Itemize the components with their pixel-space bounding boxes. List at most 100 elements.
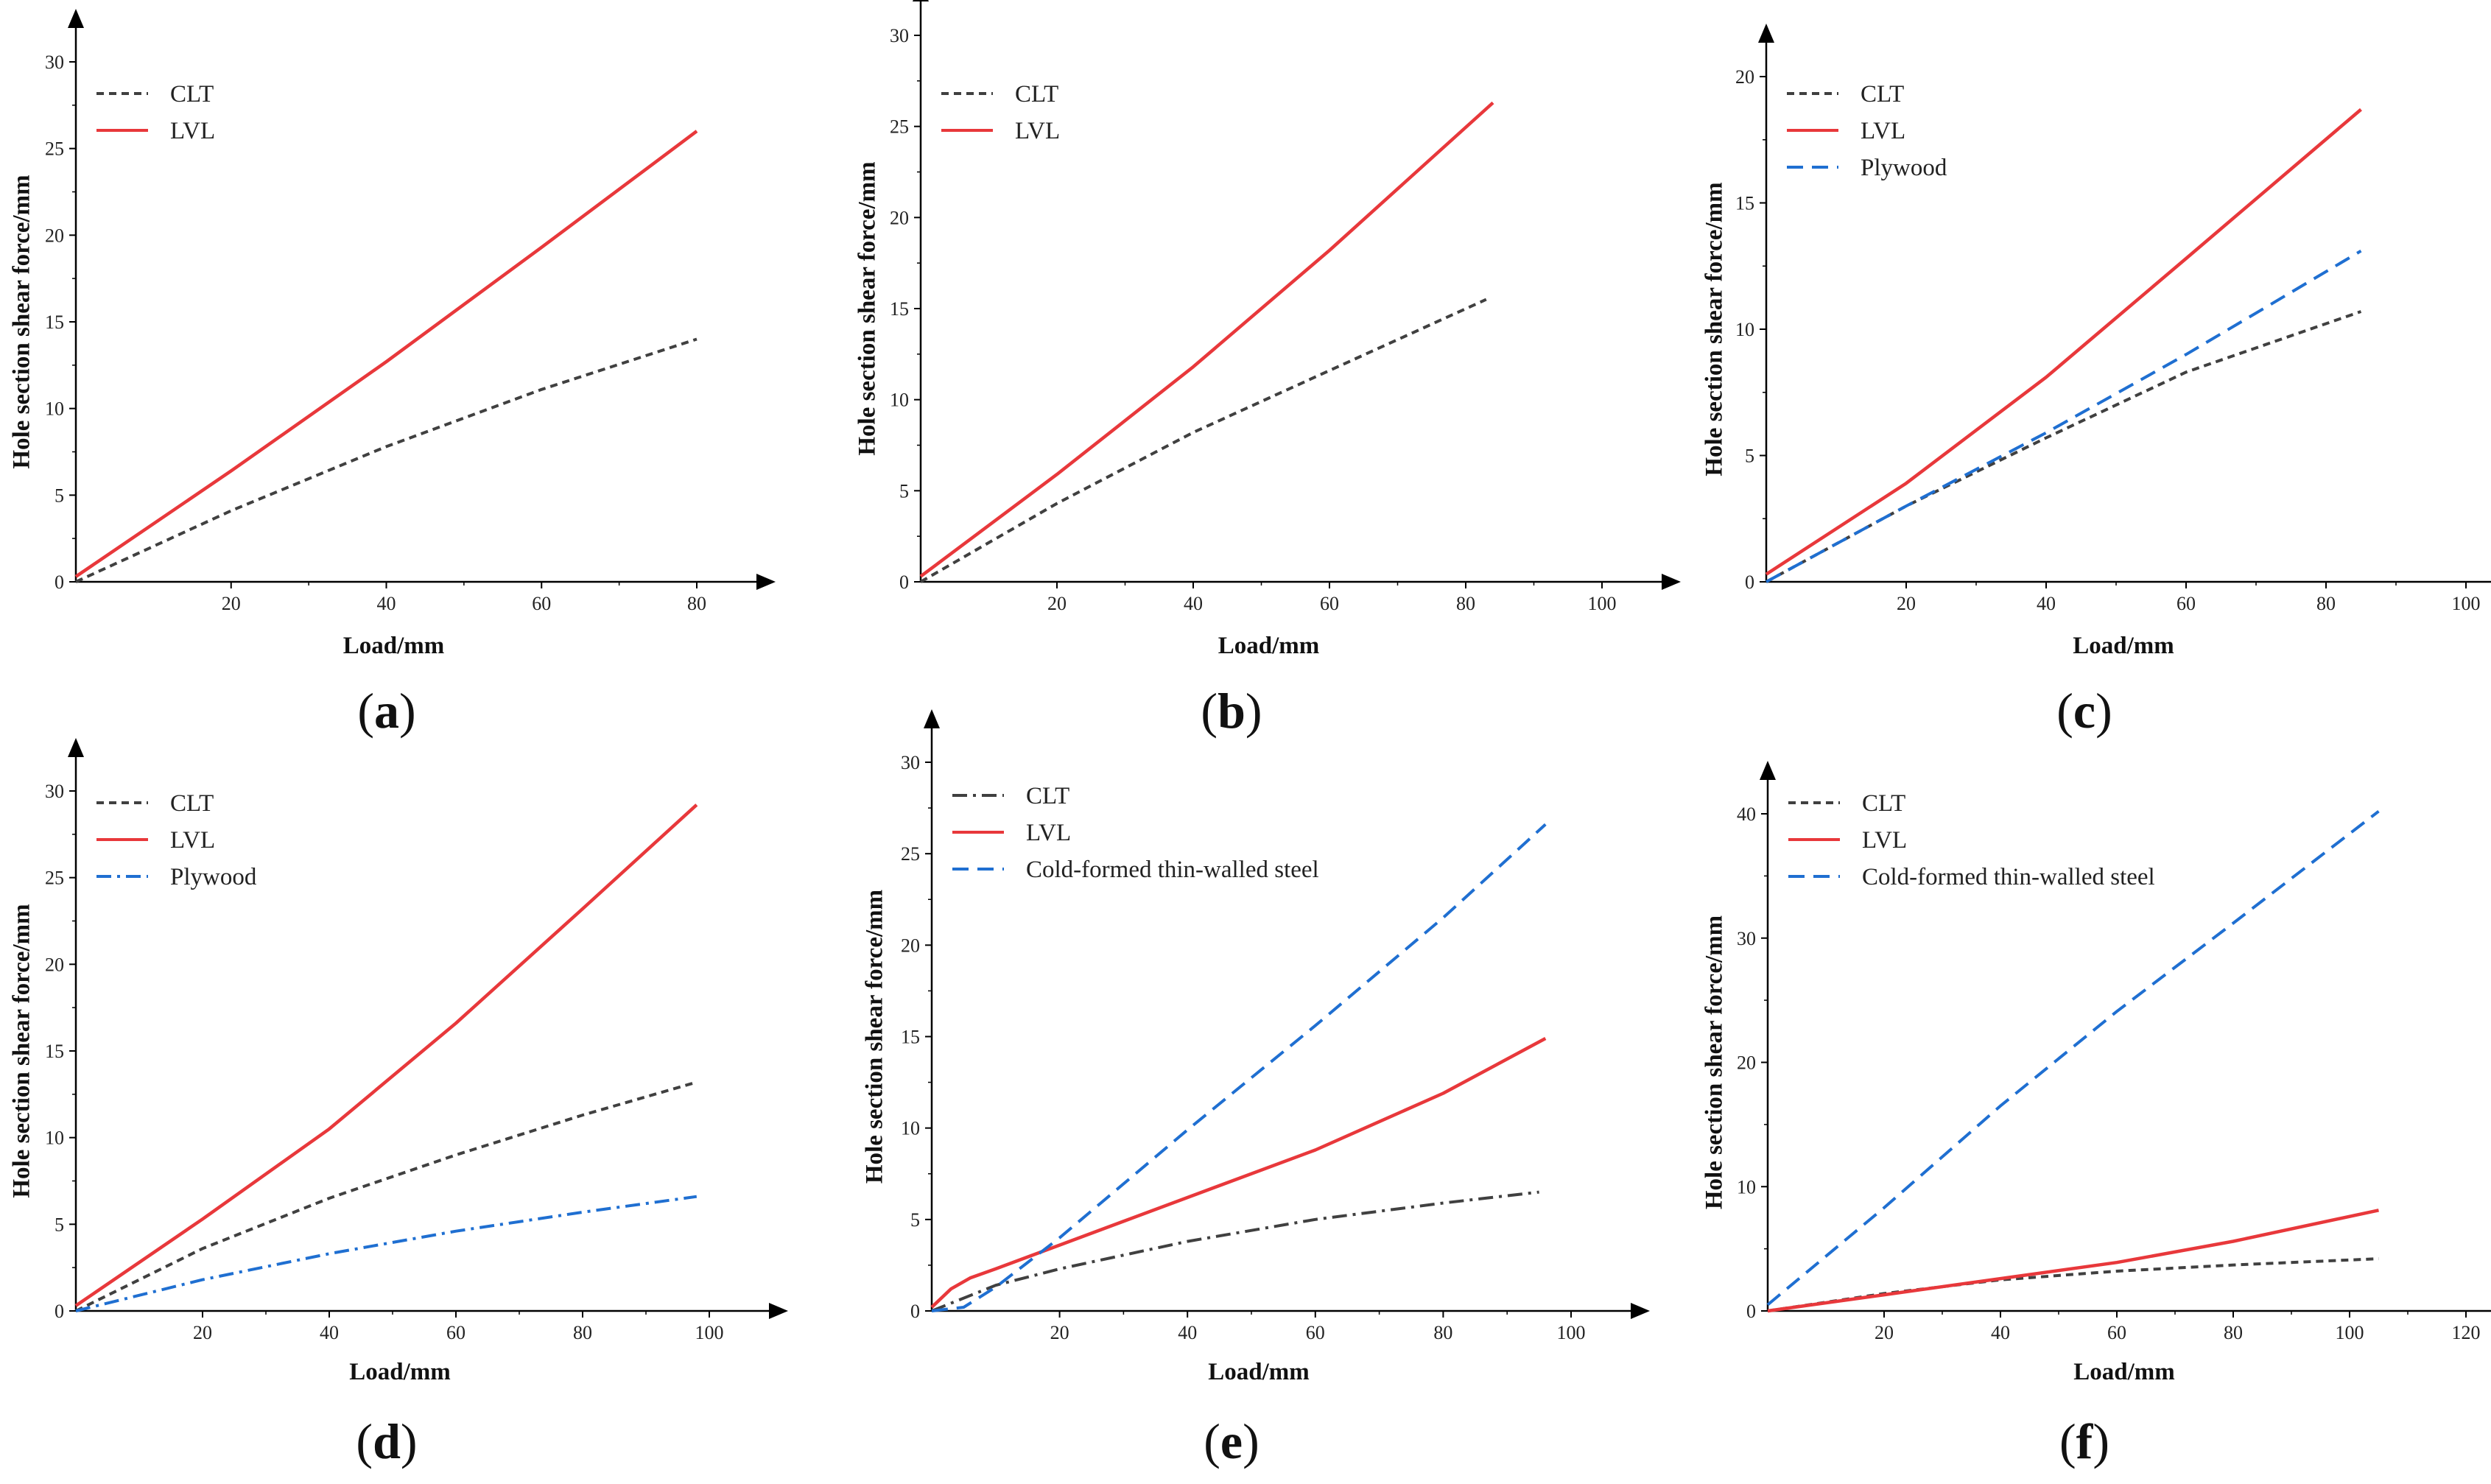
x-tick-label: 60 [532,593,551,614]
y-tick-label: 0 [910,1301,920,1322]
y-tick-label: 15 [1735,193,1754,214]
legend-label: LVL [1015,118,1060,144]
x-tick-label: 40 [1184,593,1203,614]
x-tick-label: 100 [2452,593,2481,614]
y-axis-arrow [68,738,84,757]
panel-label-part: ) [2093,1413,2109,1469]
y-tick-label: 25 [890,116,909,138]
x-tick-label: 40 [2037,593,2056,614]
x-tick-label: 20 [1875,1322,1894,1343]
x-axis-arrow [769,1303,788,1319]
panel-label: (e) [1204,1413,1259,1469]
y-tick-label: 25 [45,868,64,889]
series-line-clt [931,1190,1539,1312]
y-tick-label: 25 [901,843,920,865]
y-tick-label: 10 [890,390,909,411]
y-tick-label: 10 [1737,1176,1756,1198]
x-tick-label: 100 [695,1322,724,1343]
x-tick-label: 80 [687,593,706,614]
legend-label: Cold-formed thin-walled steel [1862,864,2155,890]
panel-label-part: c [2073,683,2095,739]
x-axis-title: Load/mm [349,1359,451,1385]
legend-label: CLT [170,81,214,108]
x-tick-label: 80 [2316,593,2336,614]
x-tick-label: 20 [222,593,241,614]
x-tick-label: 40 [1178,1322,1197,1343]
chart-panel-a: 20 40 60 80 0 5 10 15 20 25 30 Load/mm Hole section … [9,9,776,739]
legend-label: LVL [1861,118,1905,144]
series-line-clt [75,337,698,583]
y-axis-title: Hole section shear force/mm [1701,915,1728,1209]
series-line-lvl [74,130,698,578]
x-tick-label: 40 [1991,1322,2010,1343]
legend-label: LVL [170,118,215,144]
y-tick-label: 30 [901,752,920,773]
y-tick-label: 0 [1745,572,1754,593]
x-axis-title: Load/mm [1218,633,1320,659]
legend-label: CLT [1015,81,1058,108]
series-line-lvl [1765,108,2362,576]
y-tick-label: 30 [45,781,64,802]
panel-label-part: f [2076,1413,2094,1469]
y-tick-label: 30 [1737,928,1756,949]
panel-label-part: b [1218,683,1246,739]
series-line-plywood [1766,249,2362,583]
x-tick-label: 100 [1557,1322,1586,1343]
legend-label: Plywood [170,864,257,890]
x-tick-label: 60 [2176,593,2196,614]
x-tick-label: 60 [1320,593,1339,614]
x-tick-label: 80 [1433,1322,1452,1343]
legend-label: LVL [1026,820,1071,846]
y-axis-arrow [68,9,84,28]
y-tick-label: 15 [901,1027,920,1048]
y-axis-arrow [913,0,929,1]
legend-label: CLT [1861,81,1904,108]
x-tick-label: 20 [1050,1322,1069,1343]
panel-label-part: ) [401,1413,418,1469]
y-tick-label: 5 [1745,446,1754,467]
x-tick-label: 120 [2452,1322,2481,1343]
y-tick-label: 5 [899,480,909,502]
y-tick-label: 10 [45,398,64,420]
series-line-lvl [919,101,1494,578]
panel-label-part: ) [2095,683,2112,739]
y-axis-arrow [924,709,940,728]
y-tick-label: 40 [1737,803,1756,825]
series-line-lvl [74,803,698,1307]
panel-label-part: ( [1201,683,1218,739]
legend-label: Cold-formed thin-walled steel [1026,857,1319,883]
panel-label-part: ( [356,1413,373,1469]
panel-label: (c) [2056,683,2112,739]
x-tick-label: 60 [446,1322,465,1343]
panel-label: (d) [356,1413,417,1469]
series-line-clt [920,298,1487,583]
y-axis-title: Hole section shear force/mm [9,904,35,1198]
legend-label: CLT [1026,783,1069,809]
chart-panel-d: 20 40 60 80 100 0 5 10 15 20 25 30 Load/mm Hole secti… [9,738,788,1469]
legend-label: LVL [170,827,215,854]
legend-label: CLT [1862,790,1905,817]
y-tick-label: 20 [901,935,920,956]
series-line-clt [75,1080,698,1312]
y-tick-label: 20 [45,225,64,246]
panel-label-part: ( [1204,1413,1220,1469]
panel-label-part: a [374,683,399,739]
series-line-clt [1767,1257,2379,1312]
y-tick-label: 20 [1737,1052,1756,1074]
panel-label: (f) [2059,1413,2109,1469]
x-axis-arrow [1662,574,1681,590]
y-axis-arrow [1760,761,1776,780]
x-tick-label: 80 [2224,1322,2243,1343]
chart-panel-c: 20 40 60 80 100 0 5 10 15 20 Load/mm Hole section s… [1701,24,2491,739]
panel-label-part: ) [1246,683,1262,739]
panel-label-part: ( [2056,683,2073,739]
y-tick-label: 15 [45,1041,64,1062]
y-tick-label: 0 [1746,1301,1756,1322]
x-tick-label: 100 [2336,1322,2364,1343]
x-tick-label: 60 [2107,1322,2126,1343]
chart-panel-e: 20 40 60 80 100 0 5 10 15 20 25 30 Load/mm Hole secti… [862,709,1650,1469]
x-axis-arrow [1631,1303,1650,1319]
panel-label-part: ( [2059,1413,2076,1469]
x-tick-label: 80 [573,1322,592,1343]
